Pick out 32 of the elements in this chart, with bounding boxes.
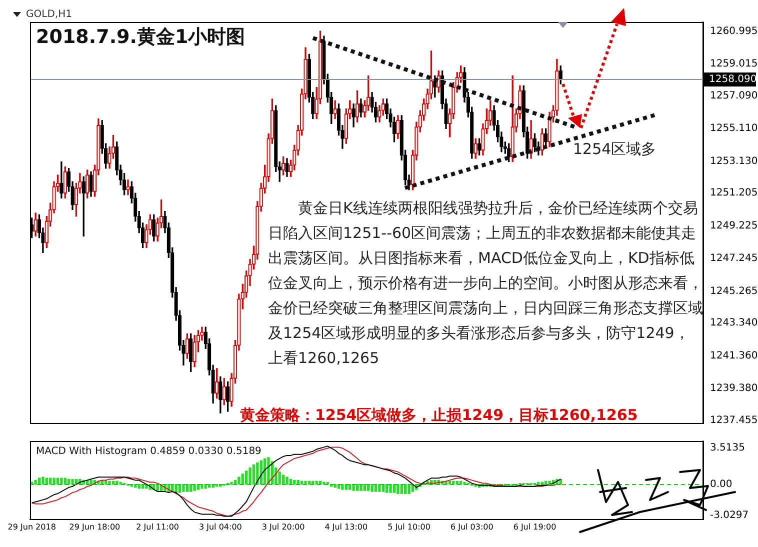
y-tick-label: 1245.265: [710, 286, 758, 297]
chart-title: 2018.7.9.黄金1小时图: [36, 25, 246, 50]
x-tick-label: 6 Jul 03:00: [450, 522, 494, 532]
y-tick-label: 1255.110: [710, 123, 758, 134]
x-tick-label: 2 Jul 11:00: [136, 522, 180, 532]
y-tick-label: 1260.995: [710, 26, 758, 37]
y-tick-label: 1237.455: [710, 415, 758, 426]
y-tick-label: 1247.245: [710, 253, 758, 264]
annotation: 黄金策略：1254区域做多，止损1249，目标1260,1265: [240, 406, 638, 425]
x-tick-label: 29 Jun 18:00: [69, 522, 120, 532]
y-tick-label: 1249.225: [710, 220, 758, 232]
x-tick-label: 3 Jul 20:00: [262, 522, 305, 532]
x-tick-label: 6 Jul 19:00: [513, 522, 556, 532]
y-tick-label: 1241.360: [710, 350, 758, 362]
text: GOLD,H1: [26, 9, 72, 20]
annotation: 黄金日K线连续两根阳线强势拉升后，金价已经连续两个交易日陷入区间1251--60区间震荡；上周五的非农数据都未能使其走出震荡区间。从日图指标来看，MACD低位金叉向上，KD指标低位金叉向上，预示价格有进一步向上的空间。小时图从形态来看，金价已经突破三角整理区间震荡向上，日内回踩三角形态支撑区域及1254区域形成明显的多头看涨形态后参与多头，防守1249，上看1260,1265: [268, 198, 704, 369]
y-tick-label: 3.5135: [710, 442, 745, 454]
y-tick-label: 1253.130: [710, 156, 758, 167]
x-tick-label: 29 Jun 2018: [8, 522, 56, 532]
y-tick-label: 1251.205: [710, 188, 758, 199]
annotation: 1254区域多: [573, 140, 656, 159]
y-tick-label: 1257.090: [710, 90, 758, 102]
ref-line-label: 1258.090: [709, 74, 757, 86]
x-tick-label: 5 Jul 10:00: [388, 522, 430, 532]
x-tick-label: 4 Jul 13:00: [324, 522, 368, 532]
y-tick-label: 0.00: [710, 478, 732, 490]
y-tick-label: 1239.380: [710, 383, 758, 394]
y-tick-label: -3.0297: [710, 510, 749, 522]
text: MACD With Histogram 0.4859 0.0330 0.5189: [36, 446, 262, 457]
y-tick-label: 1259.015: [710, 58, 758, 70]
y-tick-label: 1243.340: [710, 318, 758, 329]
x-tick-label: 3 Jul 04:00: [198, 522, 242, 532]
